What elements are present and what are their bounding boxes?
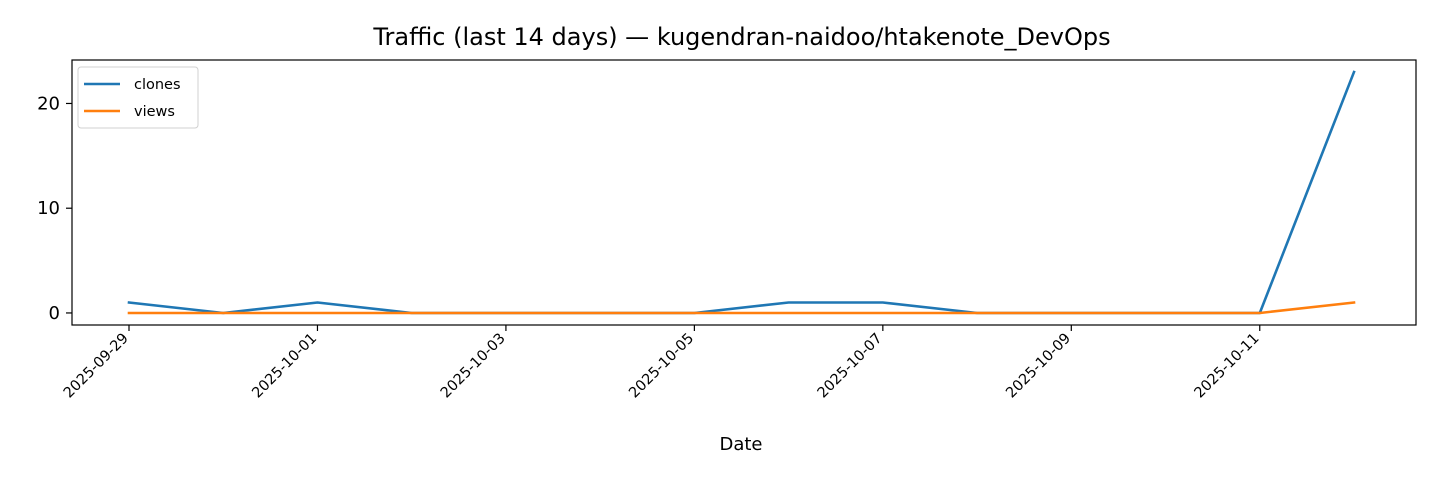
y-tick-label: 0 [49,303,60,324]
x-tick-label: 2025-10-07 [815,331,886,402]
series-lines [127,70,1356,315]
x-tick-label: 2025-10-01 [249,331,320,402]
legend-box [77,66,199,129]
y-tick-label: 20 [37,93,60,114]
chart-title: Traffic (last 14 days) — kugendran-naido… [372,23,1110,51]
x-tick-label: 2025-09-29 [61,331,132,402]
series-line-clones [127,70,1356,315]
plot-area [71,59,1417,326]
series-line-views [127,301,1356,315]
x-tick-label: 2025-10-05 [626,331,697,402]
x-axis-label: Date [719,434,762,455]
legend-label-clones: clones [134,77,181,93]
x-tick-label: 2025-10-11 [1192,331,1263,402]
x-tick-label: 2025-10-09 [1003,331,1074,402]
legend: clones views [77,66,199,129]
y-axis: 0 10 20 [37,93,72,324]
y-tick-label: 10 [37,198,60,219]
x-axis: 2025-09-29 2025-10-01 2025-10-03 2025-10-05… [61,325,1263,401]
legend-label-views: views [134,104,175,120]
x-tick-label: 2025-10-03 [438,331,509,402]
